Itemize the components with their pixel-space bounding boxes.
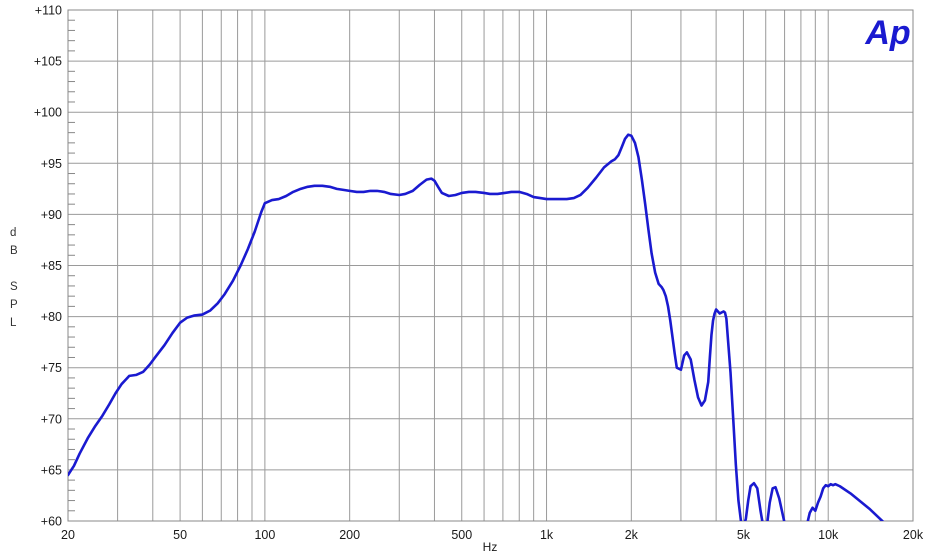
data-curve-layer bbox=[68, 133, 885, 521]
plot-frame bbox=[67, 9, 914, 522]
y-axis-tick-label: +105 bbox=[34, 55, 62, 69]
y-axis-title-char: L bbox=[10, 317, 17, 329]
x-axis-tick-label: 5k bbox=[737, 528, 751, 542]
tick-marks-layer bbox=[68, 19, 75, 512]
x-axis-tick-label: 20k bbox=[903, 528, 924, 542]
x-axis-tick-label: 10k bbox=[818, 528, 839, 542]
y-axis-title-char: d bbox=[10, 227, 16, 239]
y-axis-tick-label: +100 bbox=[34, 106, 62, 120]
x-axis-tick-label: 100 bbox=[254, 528, 275, 542]
x-axis-tick-labels: 20 50 100 200 500 1k 2k 5k 10k 20k bbox=[61, 528, 924, 542]
y-axis-title-char: P bbox=[10, 299, 18, 311]
y-axis-tick-labels: +110 +105 +100 +95 +90 +85 +80 +75 +70 +65 +60 bbox=[34, 4, 62, 529]
x-axis-tick-label: 1k bbox=[540, 528, 554, 542]
audio-precision-logo: Ap bbox=[864, 14, 910, 52]
y-axis-title-char: S bbox=[10, 281, 18, 293]
data-curve-spl bbox=[68, 133, 885, 521]
x-axis-tick-label: 500 bbox=[451, 528, 472, 542]
y-axis-tick-label: +90 bbox=[41, 208, 62, 222]
x-axis-tick-label: 20 bbox=[61, 528, 75, 542]
grid-layer bbox=[67, 9, 914, 522]
y-axis-tick-label: +85 bbox=[41, 259, 62, 273]
y-axis-tick-label: +110 bbox=[35, 4, 62, 18]
y-axis-tick-label: +70 bbox=[41, 412, 62, 426]
x-axis-tick-label: 200 bbox=[339, 528, 360, 542]
y-axis-tick-label: +80 bbox=[41, 310, 62, 324]
x-axis-tick-label: 50 bbox=[173, 528, 187, 542]
x-axis-tick-label: 2k bbox=[625, 528, 639, 542]
y-axis-tick-label: +95 bbox=[41, 157, 62, 171]
y-axis-tick-label: +75 bbox=[41, 361, 62, 375]
y-axis-title: dB SPL bbox=[10, 227, 18, 329]
y-axis-title-char: B bbox=[10, 245, 18, 257]
x-axis-title: Hz bbox=[483, 540, 498, 554]
y-axis-tick-label: +60 bbox=[41, 515, 62, 529]
y-axis-tick-label: +65 bbox=[41, 463, 62, 477]
